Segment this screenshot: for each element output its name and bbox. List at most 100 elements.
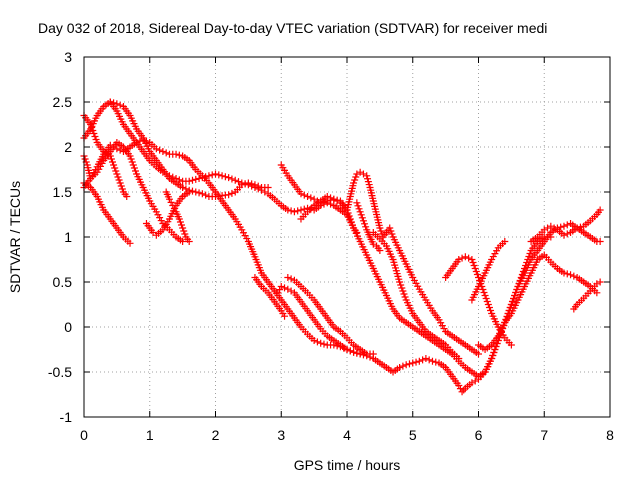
data-point <box>81 155 89 163</box>
series-track-15 <box>369 229 463 362</box>
data-point <box>472 268 480 275</box>
data-point <box>369 350 377 358</box>
y-tick-label: 0 <box>64 319 72 335</box>
data-point <box>294 207 302 215</box>
data-point <box>307 194 315 202</box>
data-point <box>481 292 489 299</box>
data-point <box>475 274 482 281</box>
data-point <box>388 230 396 238</box>
data-point <box>522 262 530 269</box>
data-point <box>455 355 463 362</box>
y-tick-label: 1 <box>64 229 72 245</box>
data-point <box>126 239 134 247</box>
data-point <box>576 223 584 231</box>
data-point <box>425 356 433 364</box>
data-point <box>361 220 369 228</box>
data-point <box>400 290 408 298</box>
x-tick-label: 6 <box>475 427 483 443</box>
data-point <box>483 298 491 305</box>
data-point <box>596 278 604 286</box>
data-point <box>330 195 338 203</box>
data-point <box>355 205 363 213</box>
data-point <box>276 286 284 294</box>
data-point <box>113 145 121 153</box>
data-point <box>185 238 193 245</box>
data-point <box>347 218 355 226</box>
data-point <box>113 170 121 178</box>
data-point <box>115 176 123 184</box>
data-point <box>297 190 305 198</box>
data-point <box>169 202 177 209</box>
x-tick-label: 0 <box>80 427 88 443</box>
data-point <box>402 361 410 369</box>
data-point <box>202 191 210 199</box>
data-point <box>179 184 187 191</box>
data-point <box>399 362 407 370</box>
data-point <box>228 189 236 197</box>
series-track-13 <box>297 168 482 358</box>
data-point <box>507 341 515 349</box>
data-point <box>346 215 354 223</box>
data-point <box>359 170 367 178</box>
data-point <box>515 280 523 287</box>
data-point <box>179 224 187 232</box>
data-point <box>490 349 498 356</box>
data-point <box>488 355 496 362</box>
data-point <box>401 293 409 301</box>
data-point <box>290 208 298 216</box>
data-point <box>350 179 358 187</box>
data-point <box>353 199 361 207</box>
series-track-10 <box>284 274 377 358</box>
data-point <box>179 238 187 245</box>
data-point <box>415 357 423 365</box>
data-point <box>287 275 295 283</box>
data-point <box>254 185 262 193</box>
data-point <box>225 174 233 182</box>
data-point <box>458 254 466 262</box>
series-track-16 <box>442 253 515 349</box>
y-tick-label: -0.5 <box>48 364 72 380</box>
data-point <box>519 268 527 275</box>
data-point <box>405 360 413 368</box>
x-tick-label: 4 <box>343 427 351 443</box>
data-point <box>356 208 364 216</box>
data-point <box>127 155 135 163</box>
data-point <box>264 184 272 191</box>
data-point <box>468 256 476 263</box>
data-point <box>507 301 515 308</box>
data-point <box>560 269 568 277</box>
data-point <box>317 339 325 347</box>
data-point <box>596 206 604 214</box>
data-point <box>560 222 568 230</box>
data-point <box>117 182 125 190</box>
data-point <box>473 271 481 278</box>
data-point <box>458 388 466 396</box>
data-point <box>560 231 568 239</box>
data-point <box>181 230 189 238</box>
data-point <box>399 287 407 295</box>
data-point <box>112 167 120 175</box>
series-track-19 <box>527 206 604 245</box>
data-point <box>485 304 493 311</box>
data-point <box>396 278 404 286</box>
data-point <box>108 158 116 166</box>
data-point <box>348 221 356 229</box>
data-point <box>238 179 246 187</box>
data-point <box>107 155 115 163</box>
series-track-20 <box>570 278 604 313</box>
data-point <box>573 224 581 232</box>
data-point <box>281 284 289 292</box>
series-track-2 <box>80 179 134 247</box>
data-point <box>118 185 126 193</box>
data-point <box>362 223 370 231</box>
data-point <box>471 265 479 272</box>
data-point <box>277 283 285 290</box>
series-track-9 <box>251 274 289 320</box>
data-point <box>510 295 518 302</box>
data-point <box>284 206 292 214</box>
data-point <box>346 347 354 355</box>
data-point <box>172 175 180 182</box>
data-point <box>180 227 188 235</box>
data-point <box>228 175 236 183</box>
data-point <box>218 172 226 180</box>
